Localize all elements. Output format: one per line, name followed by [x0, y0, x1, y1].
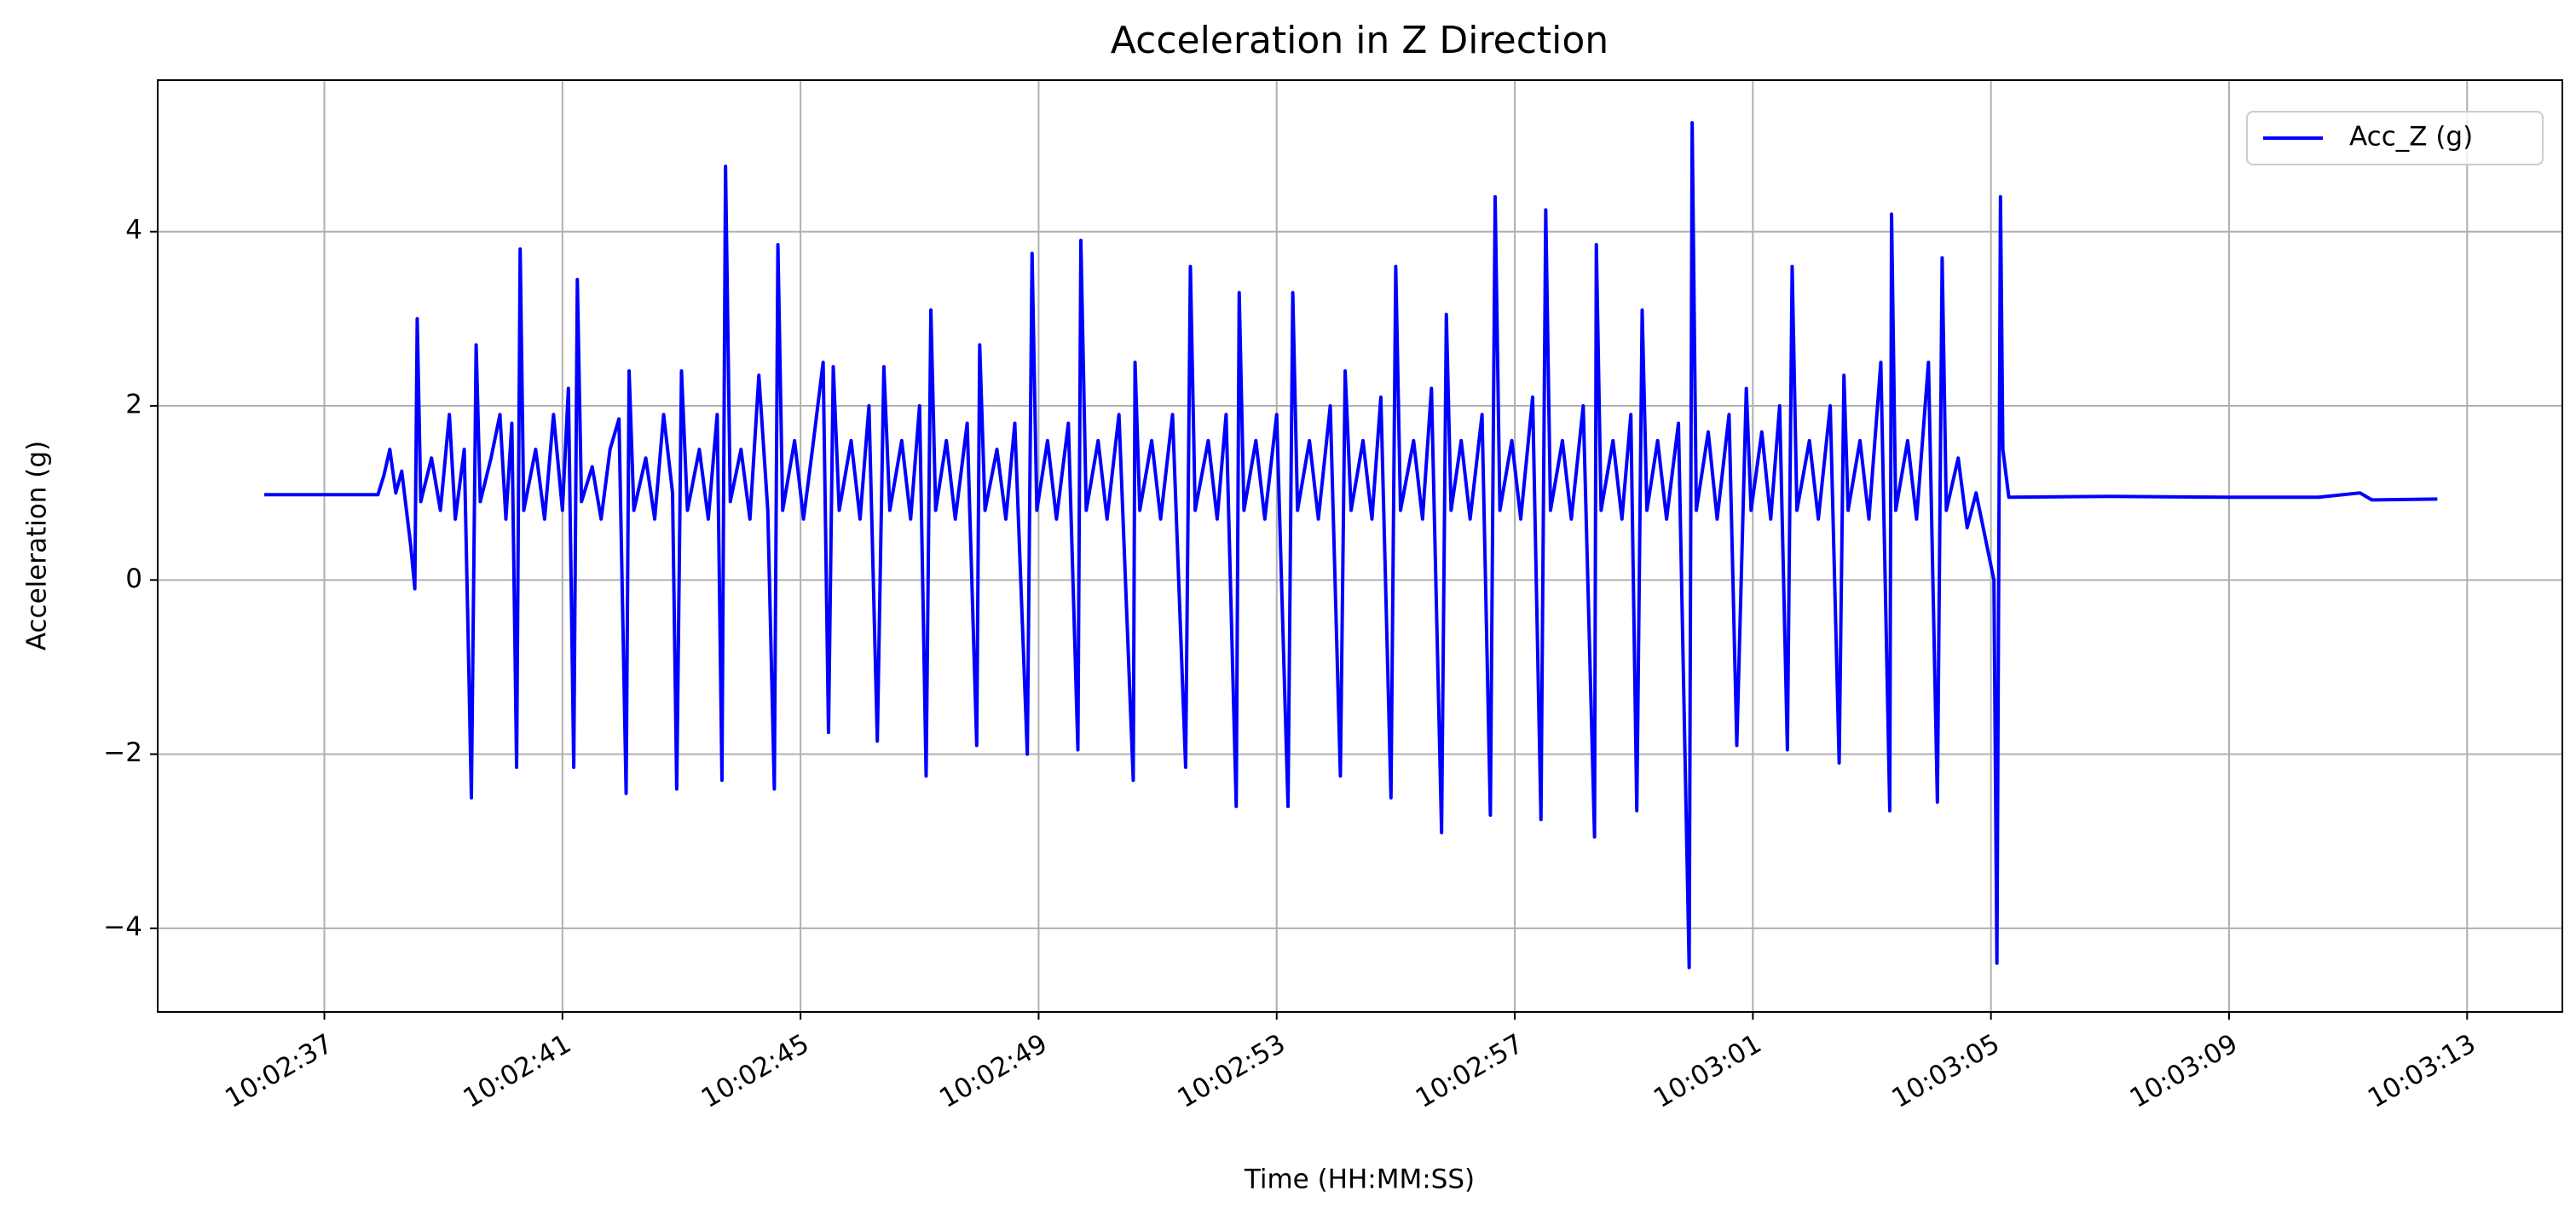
y-axis-label: Acceleration (g): [22, 441, 53, 650]
y-tick-label: 4: [125, 215, 142, 246]
y-tick-label: 2: [125, 390, 142, 420]
legend-label: Acc_Z (g): [2349, 122, 2473, 153]
data-line: [263, 121, 2438, 969]
y-tick-label: 0: [125, 564, 142, 594]
chart-title: Acceleration in Z Direction: [1111, 19, 1609, 62]
legend-box: [2246, 111, 2544, 165]
x-axis-label: Time (HH:MM:SS): [1244, 1165, 1475, 1195]
legend: Acc_Z (g): [2246, 111, 2544, 165]
plot-frame: [157, 79, 2563, 1013]
y-tick-label: −4: [103, 911, 142, 942]
y-tick-label: −2: [103, 737, 142, 768]
